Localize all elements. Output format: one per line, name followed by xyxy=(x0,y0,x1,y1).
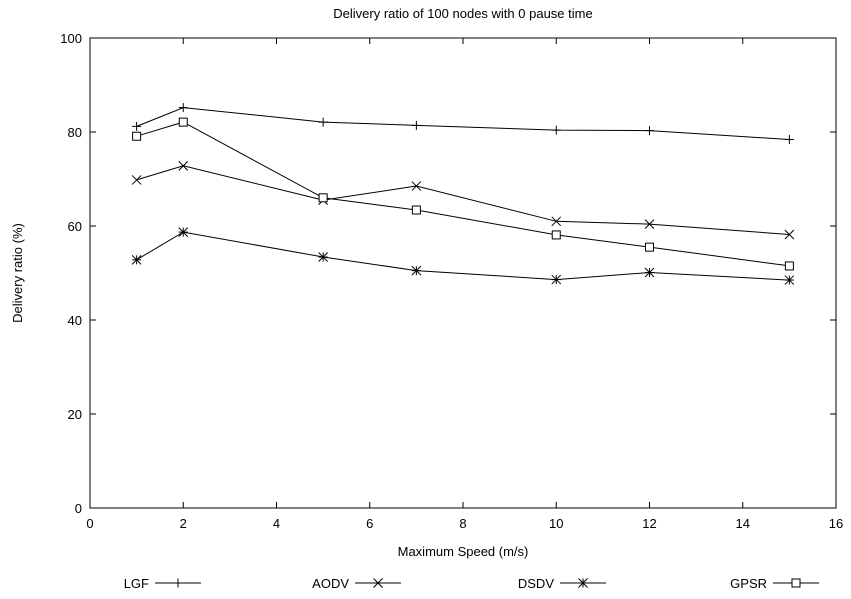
series-dsdv xyxy=(131,227,795,285)
data-point-lgf xyxy=(411,120,421,130)
x-tick-label: 0 xyxy=(86,516,93,531)
x-tick-label: 4 xyxy=(273,516,280,531)
data-point-dsdv xyxy=(551,274,562,285)
data-point-gpsr xyxy=(784,261,794,271)
data-point-gpsr xyxy=(318,193,328,203)
y-tick-label: 40 xyxy=(68,313,82,328)
data-point-lgf xyxy=(551,125,561,135)
series-lgf xyxy=(132,103,794,145)
y-tick-label: 60 xyxy=(68,219,82,234)
plot-frame xyxy=(89,37,837,509)
data-point-lgf xyxy=(645,126,654,136)
x-tick-label: 16 xyxy=(829,516,843,531)
x-tick-label: 6 xyxy=(366,516,373,531)
data-point-dsdv xyxy=(318,252,328,262)
y-tick-label: 0 xyxy=(75,501,82,516)
y-tick-label: 20 xyxy=(68,407,82,422)
series-line-lgf xyxy=(136,107,790,140)
y-tick-label: 100 xyxy=(60,31,82,46)
data-point-gpsr xyxy=(411,205,421,215)
legend-label: AODV xyxy=(312,576,349,591)
y-axis-label: Delivery ratio (%) xyxy=(10,223,25,323)
data-point-lgf xyxy=(318,117,328,127)
legend-label: GPSR xyxy=(730,576,767,591)
data-point-dsdv xyxy=(644,267,655,278)
legend-item-aodv: AODV xyxy=(312,576,401,591)
data-point-gpsr xyxy=(132,131,142,141)
data-point-aodv xyxy=(411,181,422,191)
data-point-aodv xyxy=(644,219,655,229)
series-line-aodv xyxy=(136,165,790,235)
data-point-aodv xyxy=(551,216,562,227)
data-point-dsdv xyxy=(411,265,422,276)
x-tick-label: 8 xyxy=(459,516,466,531)
x-tick-label: 14 xyxy=(736,516,750,531)
data-point-lgf xyxy=(178,103,188,113)
series-aodv xyxy=(131,160,795,240)
data-point-gpsr xyxy=(178,117,188,127)
legend-item-gpsr: GPSR xyxy=(730,576,819,591)
legend-marker xyxy=(373,578,383,588)
series-line-gpsr xyxy=(136,121,790,267)
legend-item-lgf: LGF xyxy=(124,576,201,591)
legend: LGF AODV DSDV GPSR xyxy=(124,576,819,591)
data-point-lgf xyxy=(132,121,142,131)
legend-item-dsdv: DSDV xyxy=(518,576,606,591)
data-point-lgf xyxy=(784,135,794,145)
series-line-dsdv xyxy=(136,231,790,281)
x-axis-label: Maximum Speed (m/s) xyxy=(398,544,529,559)
data-point-dsdv xyxy=(178,227,189,237)
series-gpsr xyxy=(132,117,794,271)
x-tick-label: 10 xyxy=(549,516,563,531)
data-point-dsdv xyxy=(131,254,142,265)
x-tick-label: 2 xyxy=(180,516,187,531)
data-point-gpsr xyxy=(551,230,561,240)
x-tick-label: 12 xyxy=(642,516,656,531)
legend-marker xyxy=(578,578,588,588)
legend-marker xyxy=(173,578,183,588)
legend-marker xyxy=(791,578,801,588)
y-tick-label: 80 xyxy=(68,125,82,140)
legend-label: DSDV xyxy=(518,576,554,591)
series-layer xyxy=(131,103,795,285)
legend-label: LGF xyxy=(124,576,149,591)
data-point-gpsr xyxy=(645,242,654,252)
chart-title: Delivery ratio of 100 nodes with 0 pause… xyxy=(333,6,592,21)
data-point-aodv xyxy=(178,160,189,171)
axes: 0 2 4 6 8 10 12 14 16 0 20 40 60 80 100 xyxy=(60,31,843,531)
data-point-dsdv xyxy=(784,275,795,285)
data-point-aodv xyxy=(784,229,795,240)
data-point-aodv xyxy=(131,175,142,185)
